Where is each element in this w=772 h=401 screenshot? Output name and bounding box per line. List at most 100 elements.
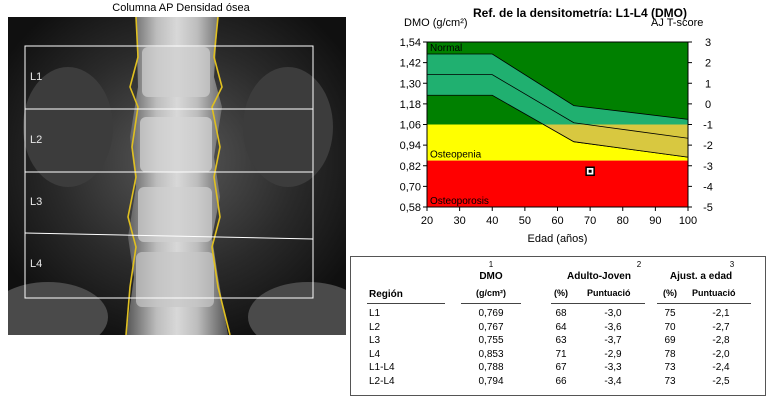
y2-tick-label: -1 — [703, 120, 713, 132]
y2-tick-label: 1 — [705, 78, 711, 90]
footnote-2: 2 — [636, 260, 642, 269]
x-tick-label: 30 — [454, 215, 466, 227]
y2-tick-label: -4 — [703, 181, 713, 193]
cell-adult-pct: 66 — [555, 375, 567, 387]
footnote-3: 3 — [729, 260, 735, 269]
cell-adult-score: -3,6 — [604, 321, 622, 333]
y-tick-label: 0,82 — [400, 161, 421, 173]
left-axis-title: DMO (g/cm²) — [404, 17, 468, 29]
cell-dmo: 0,767 — [478, 321, 504, 333]
x-tick-label: 50 — [519, 215, 531, 227]
header-dmo-unit: (g/cm²) — [476, 288, 506, 298]
cell-adult-pct: 67 — [555, 362, 567, 373]
y-tick-label: 0,94 — [400, 140, 421, 152]
results-table: 1 2 3 DMO Adulto-Joven Ajust. a edad Reg… — [350, 256, 766, 396]
header-adult-score: Puntuació — [587, 288, 631, 298]
reference-chart: Normal Osteopenia Osteoporosis 1,54 1,42 1,30… — [370, 30, 770, 250]
header-rule-region — [367, 303, 445, 304]
region-label-l4: L4 — [30, 258, 43, 270]
spine-scan-graphic — [8, 17, 346, 335]
header-age-score: Puntuació — [692, 288, 736, 298]
scan-caption: Columna AP Densidad ósea — [112, 2, 250, 14]
y2-tick-label: -3 — [703, 161, 713, 173]
cell-age-score: -2,8 — [712, 335, 730, 346]
cell-dmo: 0,853 — [478, 348, 504, 360]
cell-age-pct: 73 — [664, 362, 676, 373]
cell-dmo: 0,769 — [478, 308, 504, 319]
cell-region: L2-L4 — [369, 375, 395, 387]
header-rule-age — [657, 303, 751, 304]
x-tick-label: 100 — [679, 215, 697, 227]
y2-tick-label: 0 — [705, 99, 711, 111]
patient-marker-core — [588, 169, 592, 173]
y2-tick-label: 2 — [705, 58, 711, 70]
header-adult-young: Adulto-Joven — [567, 271, 631, 282]
cell-age-score: -2,7 — [712, 321, 730, 333]
cell-dmo: 0,788 — [478, 362, 504, 373]
cell-age-pct: 73 — [664, 375, 676, 387]
cell-region: L4 — [369, 348, 381, 360]
header-age-adjusted: Ajust. a edad — [669, 271, 733, 282]
y-tick-label: 1,18 — [400, 99, 421, 111]
y-tick-label: 0,70 — [400, 181, 421, 193]
region-label-l3: L3 — [30, 196, 43, 208]
cell-region: L1-L4 — [369, 362, 395, 373]
reference-mean-line — [427, 74, 689, 139]
cell-adult-pct: 63 — [555, 335, 567, 346]
header-age-pct: (%) — [663, 288, 677, 298]
cell-adult-pct: 71 — [555, 348, 567, 360]
zone-osteoporosis — [427, 160, 688, 207]
reference-title: Ref. de la densitometría: L1-L4 (DMO) — [472, 6, 688, 20]
region-label-l2: L2 — [30, 134, 43, 146]
cell-adult-pct: 68 — [555, 308, 567, 319]
cell-age-pct: 75 — [664, 308, 676, 319]
zone-label-osteoporosis: Osteoporosis — [430, 196, 489, 207]
cell-region: L2 — [369, 321, 381, 333]
header-adult-pct: (%) — [554, 288, 568, 298]
right-axis-title: AJ T-score — [651, 17, 704, 29]
header-rule-dmo — [461, 303, 521, 304]
cell-adult-score: -3,0 — [604, 308, 622, 319]
spine-scan-image: L1 L2 L3 L4 — [8, 17, 346, 335]
y-tick-label: 1,30 — [400, 78, 421, 90]
region-label-l1: L1 — [30, 71, 43, 83]
cell-age-pct: 78 — [664, 348, 676, 360]
y-tick-label: 1,42 — [400, 58, 421, 70]
cell-age-score: -2,0 — [712, 348, 730, 360]
cell-age-score: -2,1 — [712, 308, 730, 319]
footnote-1: 1 — [488, 260, 494, 269]
x-tick-label: 60 — [551, 215, 563, 227]
cell-adult-score: -2,9 — [604, 348, 622, 360]
cell-age-score: -2,5 — [712, 375, 730, 387]
cell-adult-pct: 64 — [555, 321, 567, 333]
y-tick-label: 0,58 — [400, 202, 421, 214]
y-tick-label: 1,54 — [400, 37, 421, 49]
zone-label-osteopenia: Osteopenia — [430, 150, 482, 161]
y2-tick-label: 3 — [705, 37, 711, 49]
x-axis-label: Edad (años) — [528, 233, 588, 245]
zone-label-normal: Normal — [430, 43, 462, 54]
cell-dmo: 0,755 — [478, 335, 504, 346]
y2-tick-label: -5 — [703, 202, 713, 214]
cell-adult-score: -3,3 — [604, 362, 622, 373]
y2-tick-label: -2 — [703, 140, 713, 152]
header-region: Región — [369, 289, 403, 300]
cell-dmo: 0,794 — [478, 375, 504, 387]
header-dmo: DMO — [479, 271, 503, 282]
y-tick-label: 1,06 — [400, 120, 421, 132]
reference-chart-svg: Normal Osteopenia Osteoporosis 1,54 1,42 1,30… — [400, 37, 713, 245]
x-tick-label: 40 — [486, 215, 498, 227]
x-tick-label: 70 — [584, 215, 596, 227]
x-tick-label: 20 — [421, 215, 433, 227]
cell-region: L1 — [369, 308, 381, 319]
x-tick-label: 80 — [617, 215, 629, 227]
reference-band-low — [542, 124, 688, 158]
x-tick-label: 90 — [649, 215, 661, 227]
cell-adult-score: -3,7 — [604, 335, 622, 346]
cell-adult-score: -3,4 — [604, 375, 622, 387]
cell-age-score: -2,4 — [712, 362, 730, 373]
cell-region: L3 — [369, 335, 381, 346]
cell-age-pct: 70 — [664, 321, 676, 333]
header-rule-adult — [551, 303, 645, 304]
cell-age-pct: 69 — [664, 335, 676, 346]
